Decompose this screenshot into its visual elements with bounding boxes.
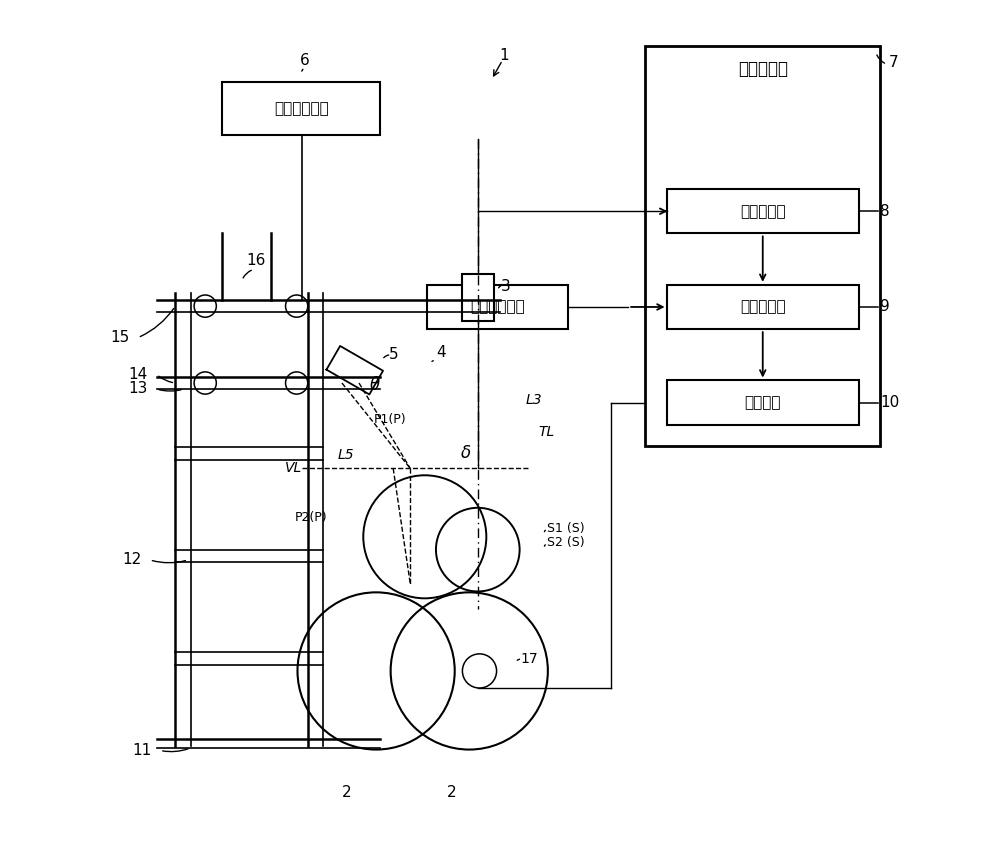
Text: 7: 7 (889, 55, 898, 70)
Text: 17: 17 (521, 652, 538, 666)
Text: 相机控制装置: 相机控制装置 (470, 299, 525, 315)
Text: 8: 8 (880, 204, 890, 218)
Bar (667, 285, 859, 329)
Text: P1(P): P1(P) (374, 413, 406, 426)
Text: S1 (S): S1 (S) (547, 522, 585, 535)
Text: L3: L3 (526, 393, 542, 407)
Text: 11: 11 (132, 743, 151, 758)
Text: 16: 16 (247, 253, 266, 267)
Text: θ: θ (369, 376, 379, 394)
Text: 10: 10 (880, 395, 899, 410)
Text: 3: 3 (501, 280, 511, 294)
Text: 6: 6 (300, 52, 310, 68)
Bar (427, 285, 568, 329)
Text: 9: 9 (880, 299, 890, 315)
Text: L5: L5 (338, 447, 355, 462)
Text: 15: 15 (110, 330, 129, 345)
Text: 2: 2 (341, 784, 351, 800)
Bar (645, 46, 880, 446)
Text: δ: δ (461, 444, 471, 462)
Bar (222, 83, 380, 135)
Text: 12: 12 (122, 552, 141, 568)
Text: 1: 1 (499, 48, 509, 64)
Text: 5: 5 (389, 347, 399, 362)
Bar (667, 380, 859, 425)
Text: 图像处理部: 图像处理部 (740, 204, 786, 218)
Bar (667, 189, 859, 233)
Text: 14: 14 (129, 367, 148, 382)
Text: S2 (S): S2 (S) (547, 537, 585, 550)
Text: 标记提取部: 标记提取部 (740, 299, 786, 315)
Text: P2(P): P2(P) (295, 511, 328, 525)
Text: 显示装置: 显示装置 (744, 395, 781, 410)
Text: 照明控制装置: 照明控制装置 (274, 101, 329, 116)
Text: 13: 13 (129, 382, 148, 396)
Text: TL: TL (538, 425, 555, 439)
Text: 2: 2 (447, 784, 457, 800)
Text: 4: 4 (436, 345, 446, 360)
Bar (462, 273, 494, 321)
Text: 计算机系统: 计算机系统 (738, 60, 788, 78)
Text: VL: VL (285, 462, 302, 476)
